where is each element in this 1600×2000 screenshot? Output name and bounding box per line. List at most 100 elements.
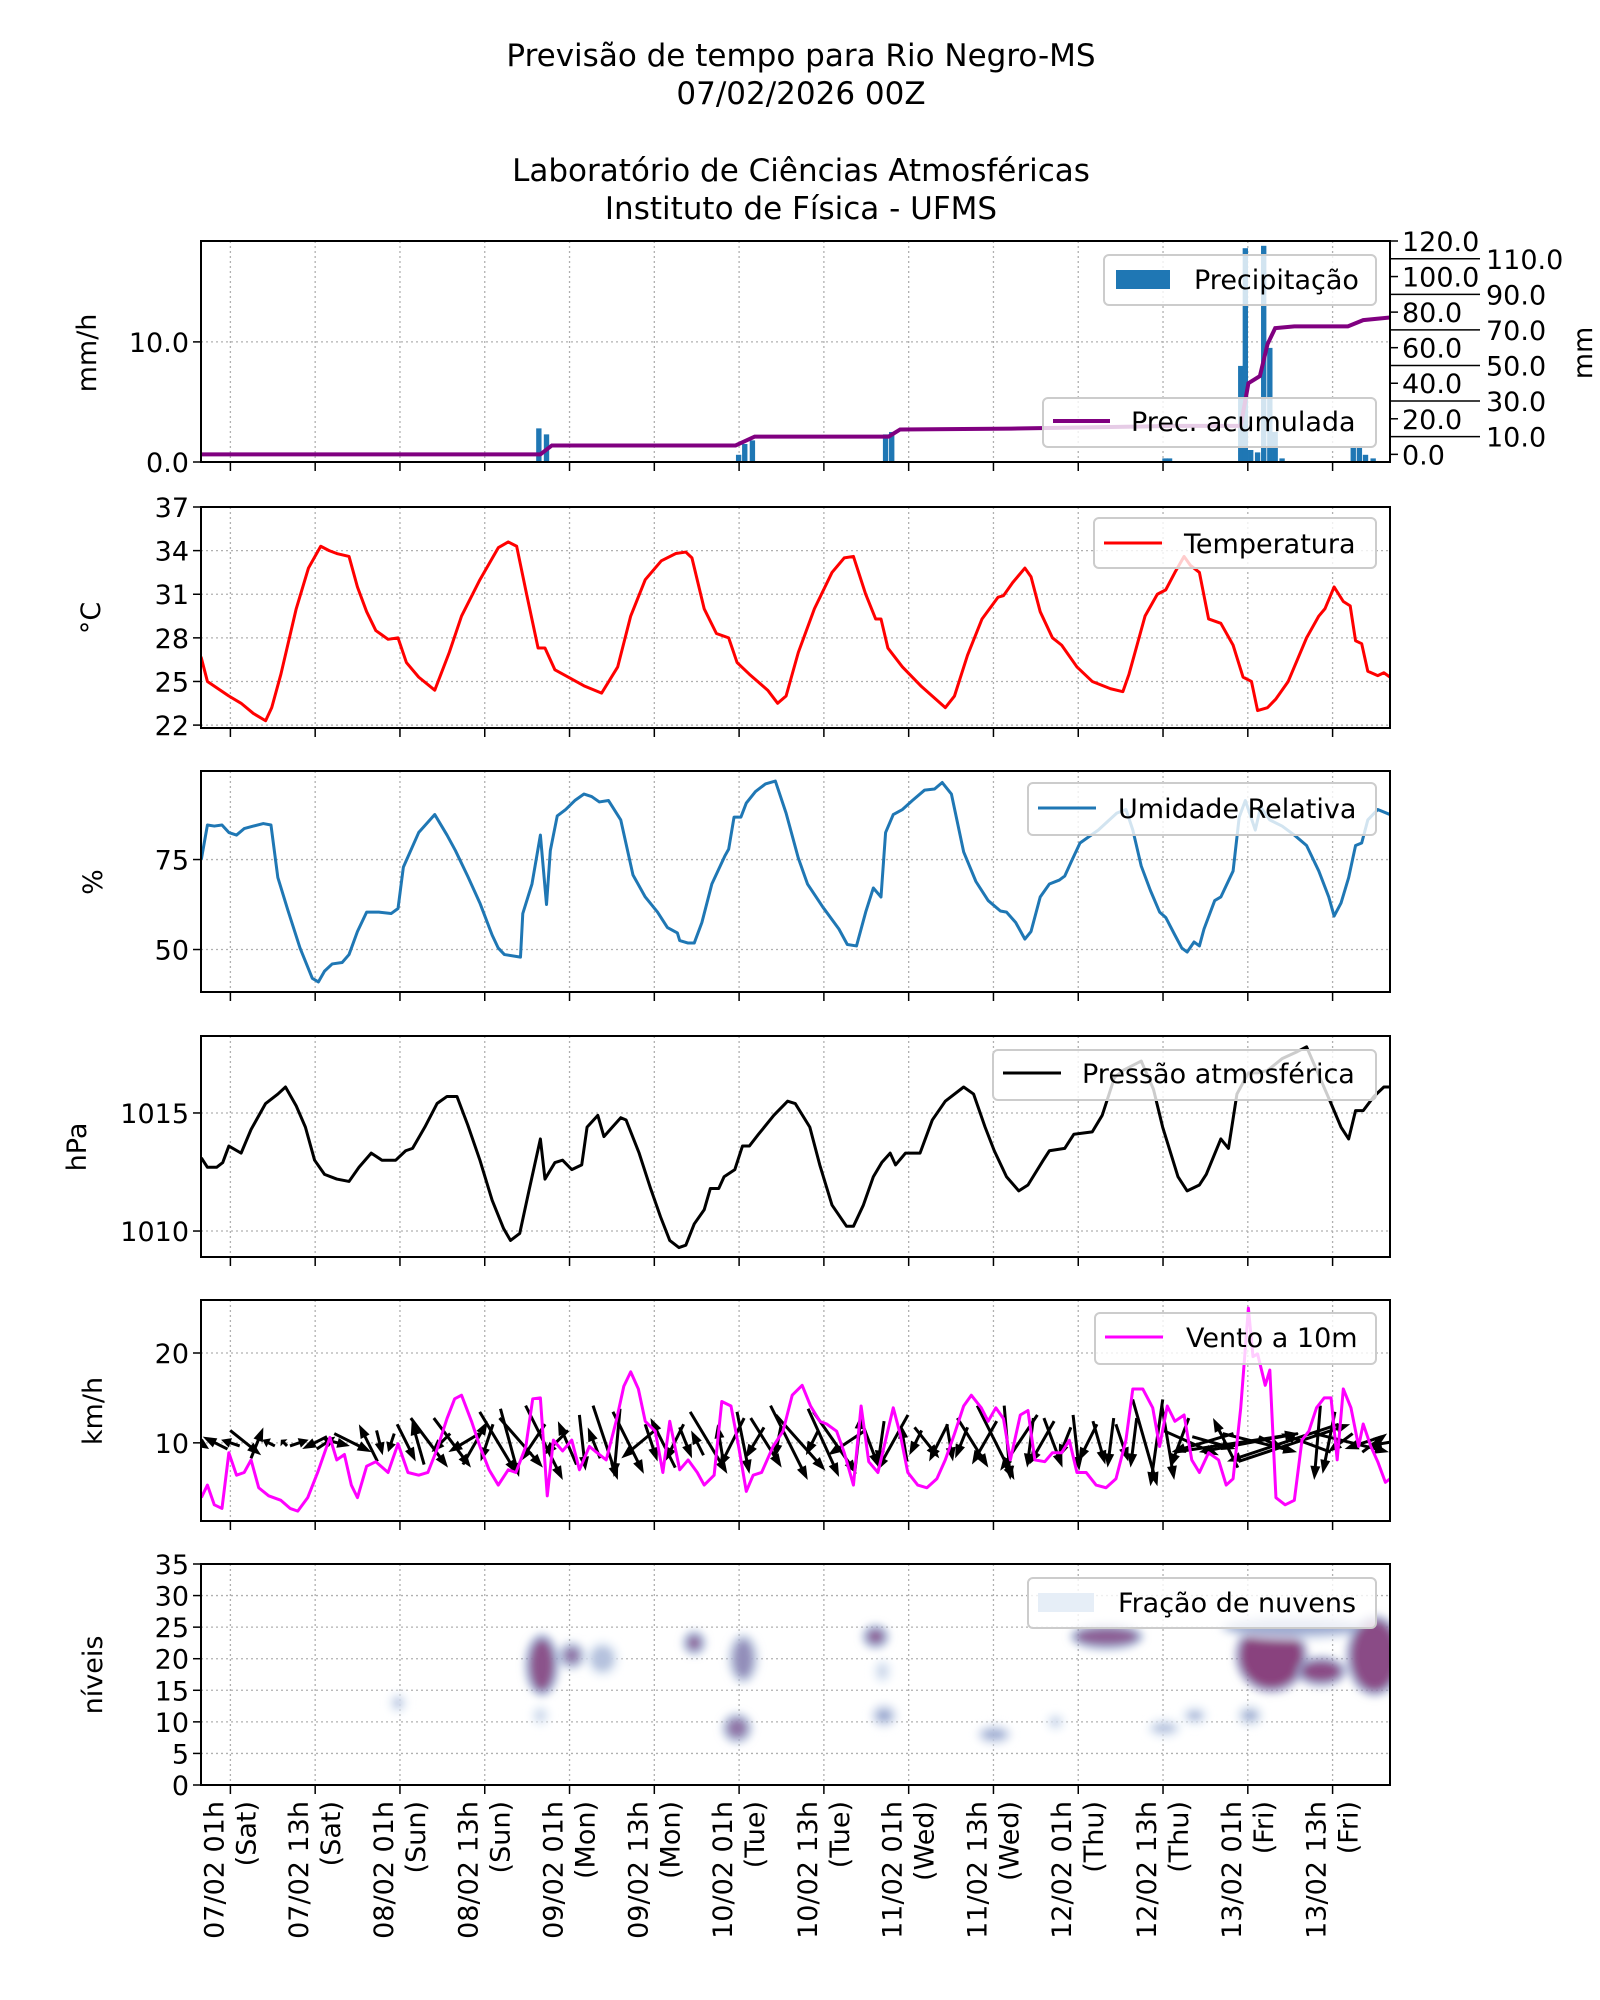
panel-frame (200, 1563, 1391, 1786)
x-tick-label-weekday: (Wed) (994, 1801, 1025, 1881)
x-tick-label-weekday: (Fri) (1334, 1801, 1365, 1854)
wind-arrow-head (648, 1446, 658, 1462)
y-tick-label: 35 (155, 1550, 189, 1581)
wind-arrow-shaft (499, 1408, 519, 1470)
wind-arrow-shaft (688, 1411, 725, 1468)
wind-arrow-head (280, 1439, 288, 1447)
precip-bar (536, 428, 542, 462)
y-tick-label: 30 (155, 1582, 189, 1613)
wind-arrow-shaft (412, 1428, 426, 1465)
wind-arrow-head (1344, 1439, 1360, 1450)
wind-arrow-head (828, 1462, 840, 1477)
legend-pressure-label: Pressão atmosférica (1082, 1059, 1355, 1090)
panel-frame (200, 1035, 1391, 1258)
legend-pressure: Pressão atmosférica (992, 1049, 1377, 1101)
wind-arrow-head (633, 1459, 644, 1474)
cloud-patch (1051, 1718, 1060, 1726)
wind-arrow-shaft (591, 1405, 617, 1473)
precip-bar (1254, 452, 1261, 462)
wind-arrow-head (552, 1465, 563, 1481)
x-tick-label-date: 13/02 01h (1217, 1801, 1248, 1939)
panel-1: 22 25 28 31 34 37 (155, 493, 1391, 742)
y2-tick-label: 30.0 (1486, 387, 1546, 418)
plot-area (201, 540, 1390, 723)
y-tick-label: 1010 (120, 1217, 189, 1248)
wind-arrow-head (715, 1459, 728, 1474)
ylabel-cloud-levels: níveis (78, 1636, 109, 1715)
wind-arrow-head (665, 1446, 676, 1462)
cloud-patch (867, 1630, 884, 1643)
y-tick-label: 20 (155, 1645, 189, 1676)
wind-arrow-head (336, 1437, 350, 1448)
y-tick-label: 34 (155, 537, 189, 568)
legend-temperature: Temperatura (1093, 517, 1377, 569)
wind-arrow-head (253, 1427, 264, 1443)
panel-frame (200, 770, 1391, 993)
wind-arrow-head (610, 1462, 621, 1477)
wind-arrow-head (805, 1440, 817, 1456)
wind-arrow-shaft (774, 1413, 821, 1466)
cloud-patch (878, 1665, 887, 1678)
legend-wind: Vento a 10m (1094, 1312, 1377, 1365)
humidity-line (201, 779, 1390, 984)
pressure-line (201, 1045, 1390, 1250)
wind-arrow-head (202, 1436, 218, 1448)
cloud-patch (1187, 1710, 1203, 1721)
x-tick-label-weekday: (Tue) (740, 1801, 771, 1868)
y-tick-label: 37 (155, 493, 189, 524)
wind-arrow-shaft (1131, 1399, 1157, 1479)
wind-arrow-head (543, 1441, 557, 1456)
ylabel-accum: mm (1568, 327, 1599, 380)
legend-precipitation: Precipitação (1103, 254, 1377, 306)
wind-arrow-head (221, 1438, 232, 1448)
wind-arrow-shaft (409, 1417, 445, 1462)
legend-humidity: Umidade Relativa (1027, 782, 1377, 836)
wind-arrow-head (579, 1456, 590, 1471)
y2-tick-label: 0.0 (1402, 440, 1445, 471)
y-tick-label: 50 (155, 936, 189, 967)
cloud-patch (1242, 1709, 1258, 1722)
ylabel-wind: km/h (78, 1377, 109, 1445)
cloud-patch (590, 1646, 614, 1672)
y-tick-label: 1015 (120, 1099, 189, 1130)
precip-bar (1356, 447, 1363, 462)
x-tick-label-date: 10/02 01h (708, 1801, 739, 1939)
wind-arrow-head (682, 1443, 693, 1459)
wind-arrow-head (1004, 1465, 1015, 1481)
y2-tick-label: 70.0 (1486, 316, 1546, 347)
precip-bar (889, 431, 895, 462)
x-tick-label-weekday: (Thu) (1079, 1801, 1110, 1873)
y2-tick-label: 60.0 (1402, 334, 1462, 365)
wind-arrow-shaft (1032, 1420, 1056, 1458)
panel-4: 10 20 (155, 1299, 1391, 1530)
x-tick-label-date: 08/02 13h (454, 1801, 485, 1939)
wind-arrow-head (741, 1459, 752, 1474)
wind-arrow-head (909, 1440, 920, 1456)
cloud-patch (564, 1647, 580, 1664)
x-tick-label-weekday: (Mon) (655, 1801, 686, 1879)
wind-arrow-head (827, 1443, 843, 1456)
cloud-patch (1351, 1620, 1390, 1691)
wind-arrow-head (448, 1440, 463, 1453)
wind-arrow-head (1320, 1459, 1331, 1474)
wind-arrow-shaft (613, 1408, 622, 1469)
precip-bar (882, 434, 889, 462)
wind-speed-line (201, 1306, 1390, 1513)
wind-arrow-head (1078, 1446, 1090, 1462)
wind-arrow-head (772, 1443, 783, 1459)
wind-arrow-shaft (559, 1428, 578, 1466)
wind-arrow-shaft (577, 1414, 587, 1463)
wind-arrow-shaft (1071, 1414, 1080, 1463)
y-tick-label: 20 (155, 1339, 189, 1370)
y2-tick-label: 120.0 (1402, 227, 1479, 258)
plot-area (201, 1306, 1390, 1513)
wind-arrow-shaft (478, 1411, 514, 1468)
ylabel-temperature: °C (76, 602, 107, 634)
cloud-patch (733, 1639, 753, 1678)
wind-arrow-head (621, 1445, 636, 1459)
title-line-4: Instituto de Física - UFMS (605, 191, 997, 227)
plot-area (201, 779, 1390, 984)
y-tick-label: 28 (155, 624, 189, 655)
wind-arrow-shaft (1238, 1425, 1343, 1463)
legend-cloud-fraction: Fração de nuvens (1027, 1577, 1377, 1629)
